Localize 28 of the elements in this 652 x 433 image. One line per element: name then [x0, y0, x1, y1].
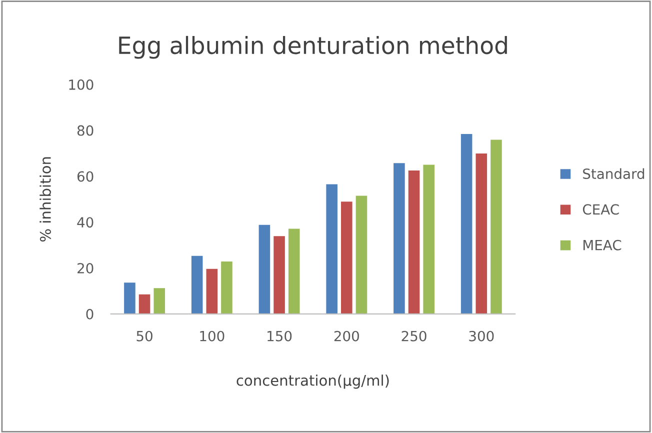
y-tick-label: 40	[77, 217, 94, 228]
x-tick-label: 100	[200, 330, 224, 342]
legend-label: MEAC	[584, 240, 622, 250]
y-tick-label: 0	[86, 308, 94, 320]
bar	[152, 287, 166, 314]
chart-title: Egg albumin denturation method	[119, 36, 507, 59]
x-tick-label: 300	[469, 330, 494, 342]
bar	[422, 164, 436, 314]
x-tick-label: 250	[402, 330, 426, 342]
bar	[354, 194, 368, 314]
y-axis-title: % inhibition	[40, 157, 51, 242]
x-axis-title: concentration(µg/ml)	[236, 374, 389, 389]
x-tick-label: 150	[268, 330, 292, 342]
y-tick-label: 60	[77, 171, 94, 182]
y-tick-label: 20	[78, 262, 94, 274]
bar	[460, 133, 474, 314]
y-tick-label: 80	[77, 125, 94, 136]
legend-label: CEAC	[582, 204, 619, 215]
y-tick-label: 100	[69, 79, 94, 90]
bar	[138, 294, 152, 314]
bar	[408, 170, 421, 314]
bar	[190, 254, 204, 314]
x-tick-label: 50	[136, 330, 152, 342]
bar	[258, 224, 271, 314]
x-tick-label: 200	[334, 330, 359, 342]
bar	[392, 162, 406, 314]
bar	[123, 282, 136, 314]
legend-label: Standard	[583, 168, 644, 180]
